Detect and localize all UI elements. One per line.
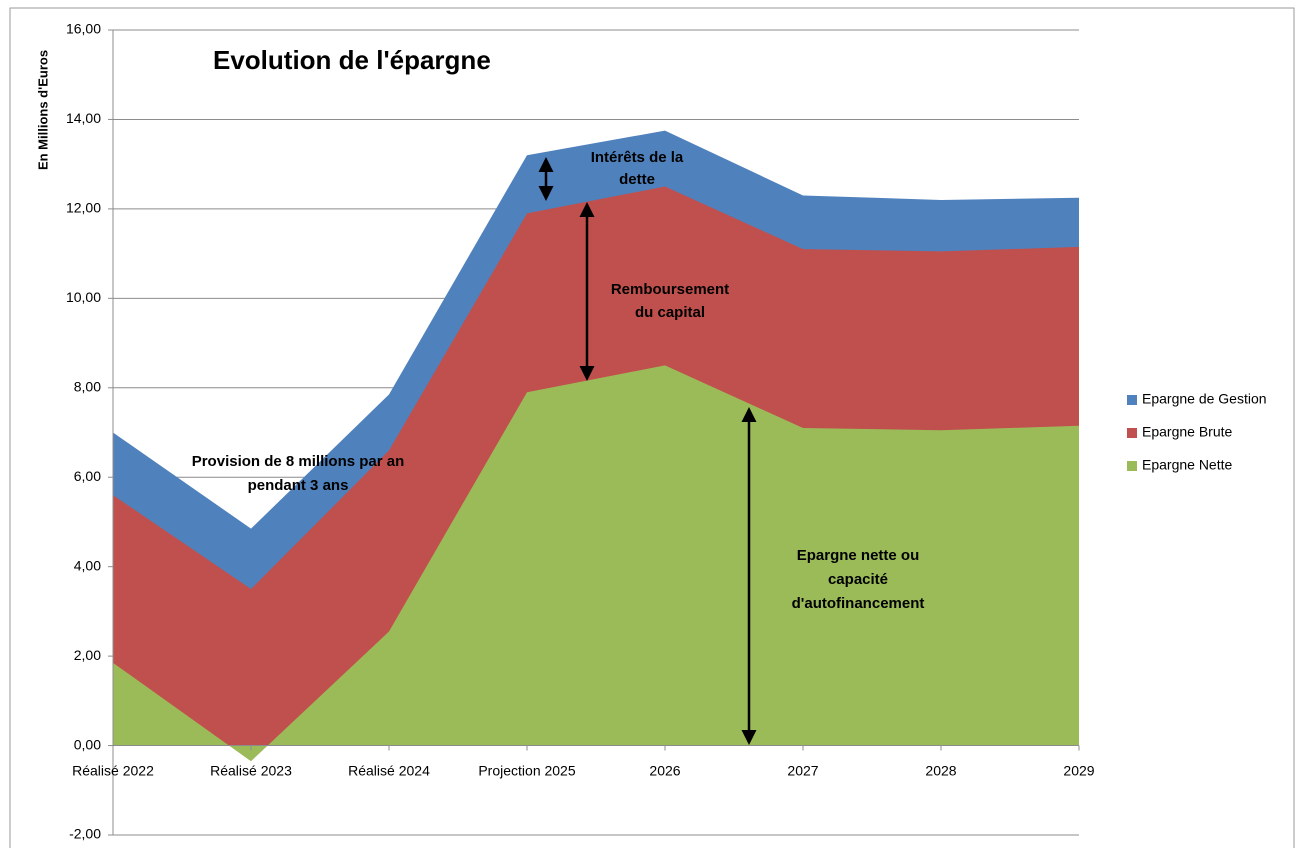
y-tick-label: 6,00 — [74, 468, 101, 484]
x-tick-label: 2026 — [649, 762, 680, 778]
y-tick-label: 4,00 — [74, 557, 101, 573]
y-tick-label: 10,00 — [66, 289, 101, 305]
y-tick-label: 2,00 — [74, 647, 101, 663]
annotation-line: Remboursement — [611, 281, 729, 298]
annotations: Intérêts de la dette Remboursement du ca… — [192, 149, 925, 745]
legend-swatch — [1127, 428, 1137, 438]
x-tick-label: Réalisé 2023 — [210, 762, 292, 778]
annotation-line: d'autofinancement — [792, 595, 925, 612]
y-tick-label: -2,00 — [69, 826, 101, 842]
x-tick-label: Réalisé 2024 — [348, 762, 430, 778]
y-tick-label: 16,00 — [66, 21, 101, 37]
y-axis-label: En Millions d'Euros — [35, 50, 50, 170]
legend-label: Epargne Brute — [1142, 424, 1232, 440]
legend-label: Epargne Nette — [1142, 457, 1232, 473]
x-tick-label: 2029 — [1063, 762, 1094, 778]
y-tick-label: 8,00 — [74, 378, 101, 394]
annotation-line: Intérêts de la — [591, 149, 684, 166]
x-tick-label: Réalisé 2022 — [72, 762, 154, 778]
legend-label: Epargne de Gestion — [1142, 391, 1267, 407]
annotation-line: pendant 3 ans — [248, 477, 349, 494]
annotation-line: Provision de 8 millions par an — [192, 453, 405, 470]
legend: Epargne de Gestion Epargne Brute Epargne N… — [1127, 391, 1267, 473]
x-tick-label: Projection 2025 — [478, 762, 576, 778]
annotation-line: Epargne nette ou — [797, 547, 920, 564]
legend-swatch — [1127, 395, 1137, 405]
legend-swatch — [1127, 461, 1137, 471]
area — [113, 365, 1079, 762]
annotation-line: du capital — [635, 304, 705, 321]
plot-area — [108, 29, 1080, 836]
annotation-line: dette — [619, 171, 655, 188]
annotation-line: capacité — [828, 571, 888, 588]
chart-frame — [9, 7, 1295, 848]
y-tick-label: 14,00 — [66, 110, 101, 126]
x-tick-label: 2027 — [787, 762, 818, 778]
x-tick-label: 2028 — [925, 762, 956, 778]
chart-title: Evolution de l'épargne — [213, 45, 491, 75]
y-tick-label: 0,00 — [74, 736, 101, 752]
y-tick-label: 12,00 — [66, 200, 101, 216]
